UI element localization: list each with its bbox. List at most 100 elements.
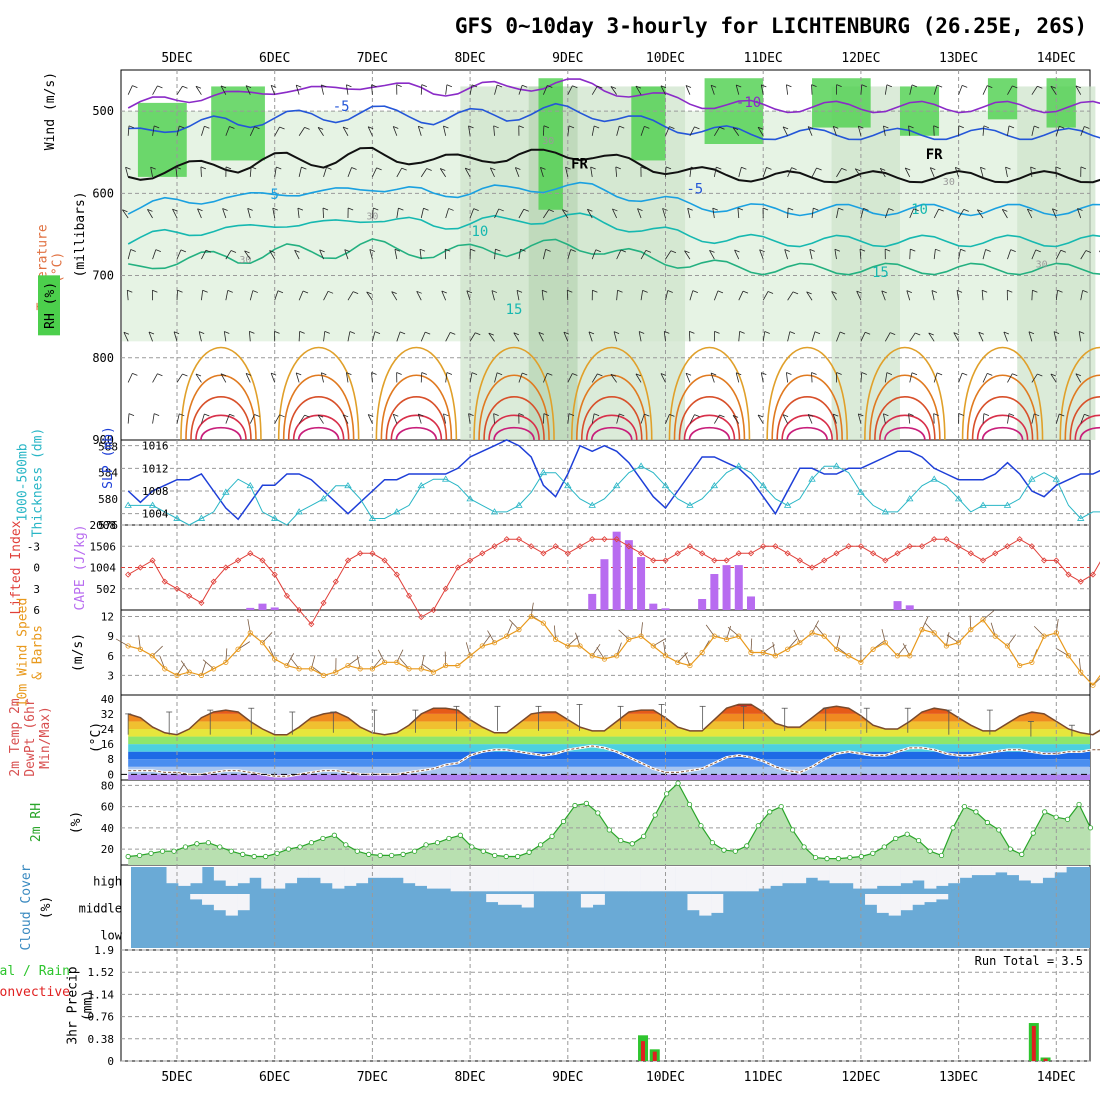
precip-tick-label: 1.9 — [94, 944, 114, 957]
rh-marker — [985, 820, 989, 824]
wind-axis-label-line: 10m Wind Speed — [16, 598, 31, 708]
cloud-cell-middle — [238, 894, 250, 910]
wind-barb-flag — [812, 372, 817, 374]
wind-axis-label: 10m Wind Speed& Barbs — [16, 598, 46, 708]
slp-axis-label: SLP (mb) — [101, 426, 116, 489]
cape-bar — [710, 574, 718, 610]
wind-unit-label-line: (m/s) — [71, 633, 86, 672]
rh-marker — [137, 853, 141, 857]
date-label-bottom: 13DEC — [939, 1070, 978, 1085]
cloud-cell-high — [545, 867, 557, 891]
wind-barb — [543, 414, 544, 424]
date-label-top: 9DEC — [552, 51, 583, 66]
wind-barb-flag — [422, 372, 427, 374]
lifted-index-marker — [126, 572, 131, 577]
contour-label: 10 — [471, 224, 488, 240]
rh-marker — [790, 828, 794, 832]
cape-bar — [625, 540, 633, 610]
rh-marker — [584, 801, 588, 805]
cloud-cell-high — [1031, 867, 1043, 883]
pressure-axis-label-line: (millibars) — [73, 191, 88, 277]
cloud-cell-high — [380, 867, 392, 878]
cloud-cell-middle — [498, 894, 510, 905]
temp-color-band — [121, 721, 1090, 729]
run-total-annotation: Run Total = 3.5 — [975, 954, 1083, 968]
rh-marker — [997, 828, 1001, 832]
cloud-cell-high — [593, 867, 605, 891]
cape-tick-label: 1004 — [90, 562, 117, 575]
panel-frame-slp — [121, 440, 1090, 525]
rh-marker — [653, 813, 657, 817]
rh-marker — [447, 836, 451, 840]
wind-barb-flag — [182, 374, 187, 376]
temp-color-band — [121, 737, 1090, 745]
wind-barb — [421, 85, 422, 95]
cloud-cell-middle — [865, 894, 877, 905]
wind-barb — [446, 85, 447, 95]
precip-legend-total: Total / Rain — [0, 964, 70, 979]
rh-marker — [527, 850, 531, 854]
cloud-cell-high — [309, 867, 321, 878]
temp-color-band — [121, 695, 1090, 706]
rh-marker — [756, 823, 760, 827]
cape-bar — [271, 607, 279, 610]
cloud-row-label: middle — [79, 902, 122, 916]
thickness-axis-label-line: Thickness (dm) — [31, 428, 46, 538]
date-label-bottom: 9DEC — [552, 1070, 583, 1085]
rh-axis-label-line: 2m RH — [29, 803, 44, 842]
cape-bar — [906, 605, 914, 610]
rh-marker — [321, 836, 325, 840]
cloud-cell-middle — [936, 894, 948, 899]
rh-marker — [309, 840, 313, 844]
rh-marker — [195, 842, 199, 846]
cloud-cell-high — [522, 867, 534, 891]
wind-barb — [812, 85, 813, 95]
cloud-cell-high — [735, 867, 747, 891]
cape-tick-label: 502 — [96, 583, 116, 596]
date-label-top: 11DEC — [744, 51, 783, 66]
rh-marker — [275, 851, 279, 855]
wind-barb-flag — [132, 373, 137, 375]
cloud-cell-high — [605, 867, 617, 891]
diurnal-isotherm-loop — [787, 428, 827, 440]
wind-barb — [959, 85, 963, 94]
temp-color-band — [121, 714, 1090, 722]
rh-marker — [745, 844, 749, 848]
wind-barb — [1032, 290, 1033, 300]
wind-barb — [323, 208, 324, 218]
rh-marker — [470, 845, 474, 849]
diurnal-isotherm-loop — [396, 428, 436, 440]
temp-tick-label: 8 — [107, 753, 114, 766]
thickness-marker — [980, 502, 986, 507]
wind-barb — [153, 374, 158, 383]
legend-wind: Wind (m/s) — [43, 72, 58, 150]
date-label-top: 13DEC — [939, 51, 978, 66]
lifted-index-tick-label: 6 — [33, 604, 40, 617]
cloud-cell-high — [806, 867, 818, 878]
wind-barb-flag — [255, 414, 260, 416]
thickness-axis-label-line: 1000-500mb — [16, 443, 31, 521]
rh-tick-label: 60 — [101, 801, 114, 814]
date-label-bottom: 10DEC — [646, 1070, 685, 1085]
wind-barb-flag — [154, 414, 159, 416]
cape-bar — [637, 557, 645, 610]
contour-label: 30 — [239, 255, 251, 266]
rh-unit-label-line: (%) — [69, 811, 84, 834]
cloud-cell-high — [640, 867, 652, 891]
cloud-cell-high — [249, 867, 261, 878]
precip-tick-label: 1.52 — [88, 966, 115, 979]
wind-barb-flag — [786, 85, 791, 87]
date-label-bottom: 11DEC — [744, 1070, 783, 1085]
cape-tick-label: 2008 — [90, 519, 117, 532]
cloud-cell-high — [770, 867, 782, 886]
cloud-cell-high — [936, 867, 948, 886]
contour-label: FR — [926, 147, 943, 163]
rh-marker — [561, 819, 565, 823]
cloud-cell-high — [403, 867, 415, 883]
wind-barb-flag — [157, 86, 162, 88]
wind-barb-flag — [182, 86, 187, 88]
cape-bar — [258, 604, 266, 610]
temp-axis-label-line: 2m Temp 2m — [8, 698, 23, 776]
wind-barb — [934, 126, 935, 136]
